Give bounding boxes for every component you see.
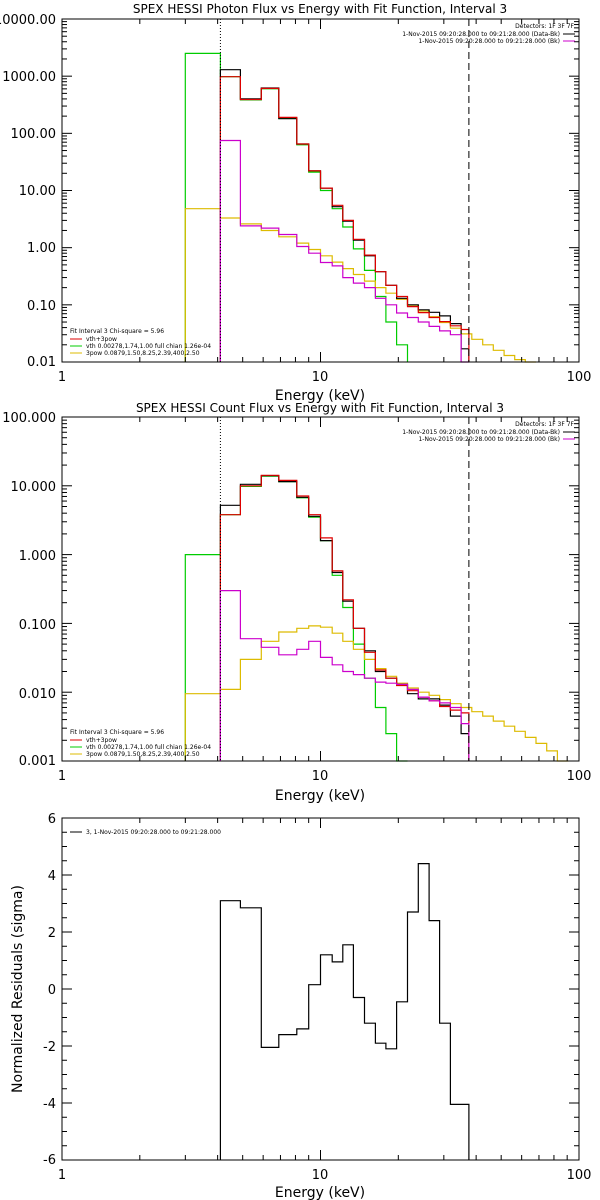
photon-flux-fit-vth-label: vth 0.00278,1.74,1.00 full chian 1.26e-0…	[86, 343, 211, 350]
residuals-ytick-label-3: 0	[48, 983, 56, 998]
photon-flux-ytick-label-3: 10.00	[19, 184, 56, 199]
count-flux-ytick-label-5: 0.001	[19, 754, 56, 769]
photon-flux-series-bk-line	[219, 139, 469, 363]
residuals-ytick-label-2: 2	[48, 926, 56, 941]
photon-flux-fit-total-label: vth+3pow	[86, 336, 117, 343]
count-flux-detectors-label: Detectors: 1F 3F 7F	[515, 421, 574, 428]
photon-flux-ytick-label-6: 0.01	[27, 355, 56, 370]
photon-flux-detectors-label: Detectors: 1F 3F 7F	[515, 23, 574, 30]
photon-flux-fit-pow-label: 3pow 0.0879,1.50,8.25,2.39,400,2.50	[86, 350, 200, 357]
photon-flux-legend-top: Detectors: 1F 3F 7F 1-Nov-2015 09:20:28.…	[402, 23, 575, 45]
photon-flux-xtick-label-2: 100	[567, 370, 592, 385]
count-flux-boundary-lines	[219, 417, 470, 761]
photon-flux-boundary-lines	[219, 19, 470, 362]
photon-flux-ytick-label-1: 1000.00	[2, 70, 56, 85]
residuals-xtick-label-2: 100	[567, 1168, 592, 1183]
residuals-ytick-label-1: 4	[48, 869, 56, 884]
count-flux-legend-bk-label: 1-Nov-2015 09:20:28.000 to 09:21:28.000 …	[418, 436, 560, 443]
photon-flux-ytick-label-4: 1.00	[27, 241, 56, 256]
residuals-panel: 6 4 2 0 -2 -4 -6 1 10 100 Energy (keV) N…	[10, 812, 591, 1200]
photon-flux-xtick-label-1: 10	[312, 370, 329, 385]
count-flux-legend-top: Detectors: 1F 3F 7F 1-Nov-2015 09:20:28.…	[402, 421, 575, 443]
photon-flux-legend-fit: Fit Interval 3 Chi-square = 5.96 vth+3po…	[70, 328, 211, 357]
photon-flux-ytick-label-2: 100.00	[11, 127, 57, 142]
residuals-xlabel: Energy (keV)	[275, 1185, 365, 1200]
residuals-xtick-label-0: 1	[58, 1168, 66, 1183]
photon-flux-ytick-label-0: 10000.00	[0, 13, 56, 28]
residuals-ylabel: Normalized Residuals (sigma)	[10, 885, 26, 1093]
residuals-series-3-1-nov-2015-09-20-28-000-to-09-21-28-000-line	[219, 863, 470, 1160]
residuals-ytick-label-5: -4	[43, 1097, 56, 1112]
photon-flux-ticks	[61, 18, 579, 363]
residuals-ytick-label-4: -2	[43, 1040, 56, 1055]
count-flux-xlabel: Energy (keV)	[275, 788, 365, 804]
count-flux-xtick-label-2: 100	[567, 769, 592, 784]
count-flux-ytick-label-3: 0.100	[19, 618, 56, 633]
count-flux-ytick-label-2: 1.000	[19, 549, 56, 564]
photon-flux-series	[184, 52, 536, 363]
count-flux-fit-header: Fit Interval 3 Chi-square = 5.96	[70, 729, 164, 736]
count-flux-title: SPEX HESSI Count Flux vs Energy with Fit…	[136, 401, 504, 415]
photon-flux-series-vth-3pow-line	[219, 76, 470, 362]
count-flux-xtick-label-1: 10	[312, 769, 329, 784]
residuals-ytick-label-0: 6	[48, 812, 56, 827]
count-flux-pow-component-line	[184, 625, 569, 762]
count-flux-series	[184, 474, 569, 762]
count-flux-xtick-label-0: 1	[58, 769, 66, 784]
count-flux-legend-data-label: 1-Nov-2015 09:20:28.000 to 09:21:28.000 …	[402, 429, 560, 436]
count-flux-panel: SPEX HESSI Count Flux vs Energy with Fit…	[2, 401, 591, 804]
count-flux-ytick-label-4: 0.010	[19, 687, 56, 702]
residuals-series	[219, 863, 470, 1160]
count-flux-ytick-label-1: 10.000	[11, 480, 57, 495]
residuals-ytick-label-6: -6	[43, 1153, 56, 1168]
photon-flux-pow-component-line	[184, 208, 536, 363]
photon-flux-legend-data-label: 1-Nov-2015 09:20:28.000 to 09:21:28.000 …	[402, 31, 560, 38]
photon-flux-panel: SPEX HESSI Photon Flux vs Energy with Fi…	[0, 2, 591, 404]
count-flux-fit-pow-label: 3pow 0.0879,1.50,8.25,2.39,400,2.50	[86, 751, 200, 758]
count-flux-legend-fit: Fit Interval 3 Chi-square = 5.96 vth+3po…	[70, 729, 211, 758]
residuals-xtick-label-1: 10	[312, 1168, 329, 1183]
residuals-legend-label: 3, 1-Nov-2015 09:20:28.000 to 09:21:28.0…	[86, 829, 221, 836]
residuals-ticks	[61, 817, 579, 1161]
count-flux-ytick-label-0: 100.000	[2, 411, 56, 426]
photon-flux-title: SPEX HESSI Photon Flux vs Energy with Fi…	[133, 2, 507, 16]
photon-flux-xlabel: Energy (keV)	[275, 388, 365, 404]
count-flux-ticks	[61, 416, 579, 762]
residuals-legend: 3, 1-Nov-2015 09:20:28.000 to 09:21:28.0…	[70, 829, 221, 836]
photon-flux-legend-bk-label: 1-Nov-2015 09:20:28.000 to 09:21:28.000 …	[418, 38, 560, 45]
photon-flux-ytick-label-5: 0.10	[27, 299, 56, 314]
photon-flux-xtick-label-0: 1	[58, 370, 66, 385]
photon-flux-fit-header: Fit Interval 3 Chi-square = 5.96	[70, 328, 164, 335]
count-flux-fit-vth-label: vth 0.00278,1.74,1.00 full chian 1.26e-0…	[86, 744, 211, 751]
count-flux-series-bk-line	[219, 590, 470, 761]
count-flux-fit-total-label: vth+3pow	[86, 737, 117, 744]
